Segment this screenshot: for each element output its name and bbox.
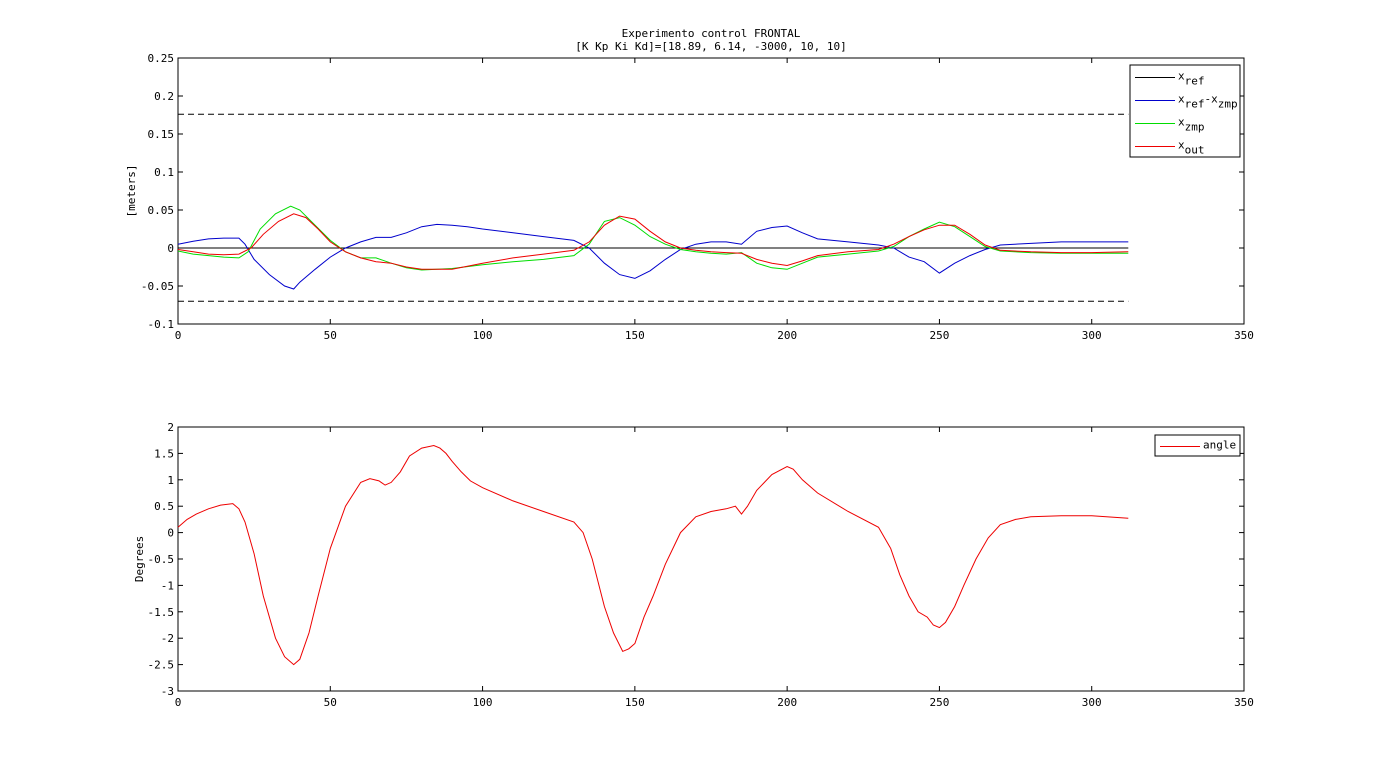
y-tick-label: -0.05: [141, 280, 174, 293]
y-tick-label: -0.5: [148, 553, 175, 566]
y-tick-label: -3: [161, 685, 174, 698]
x-tick-label: 200: [777, 696, 797, 709]
series-line-angle: [177, 444, 1129, 666]
x-tick-label: 300: [1082, 329, 1102, 342]
y-tick-label: 0.1: [154, 166, 174, 179]
y-tick-label: -0.1: [148, 318, 175, 331]
x-tick-label: 100: [473, 329, 493, 342]
series-line-x-ref-x-zmp: [177, 223, 1129, 290]
x-tick-label: 50: [324, 696, 337, 709]
y-axis-label: Degrees: [133, 536, 146, 582]
y-tick-label: -2: [161, 632, 174, 645]
chart-title-line2: [K Kp Ki Kd]=[18.89, 6.14, -3000, 10, 10…: [575, 40, 847, 53]
legend-label: xref: [1178, 70, 1205, 88]
y-tick-label: 0: [167, 242, 174, 255]
legend-box: [1154, 434, 1241, 457]
legend-label: angle: [1203, 439, 1236, 452]
x-tick-label: 150: [625, 329, 645, 342]
y-tick-label: -1: [161, 579, 174, 592]
x-tick-label: 0: [175, 329, 182, 342]
y-tick-label: 2: [167, 421, 174, 434]
legend-box: [1129, 64, 1241, 158]
legend-label: xref-xzmp: [1178, 93, 1238, 111]
y-tick-label: 1: [167, 474, 174, 487]
x-tick-label: 300: [1082, 696, 1102, 709]
series-line-x-zmp: [177, 205, 1129, 271]
x-tick-label: 350: [1234, 696, 1254, 709]
plot-area-frame: [177, 57, 1245, 325]
legend-label: xzmp: [1178, 116, 1205, 134]
x-tick-label: 200: [777, 329, 797, 342]
chart-title-line1: Experimento control FRONTAL: [622, 27, 801, 40]
top-plot-meters: 0 50 100 150 200 250 300 350 -0.1 -0.05 0 0.05 0.1 0.…: [125, 52, 1254, 342]
y-tick-label: 0.25: [148, 52, 175, 65]
y-tick-label: 0.2: [154, 90, 174, 103]
bottom-plot-degrees: 0 50 100 150 200 250 300 350 -3 -2.5 -2 -1.5 -1 -0.5 0…: [133, 421, 1254, 709]
x-tick-label: 250: [929, 329, 949, 342]
legend-label: xout: [1178, 139, 1205, 157]
x-tick-label: 350: [1234, 329, 1254, 342]
series-line-x-out: [177, 213, 1129, 270]
y-tick-label: 0.5: [154, 500, 174, 513]
y-tick-label: 0.15: [148, 128, 175, 141]
y-tick-label: -1.5: [148, 606, 175, 619]
x-tick-label: 0: [175, 696, 182, 709]
x-tick-label: 50: [324, 329, 337, 342]
y-axis-label: [meters]: [125, 165, 138, 218]
plot-area-frame: [177, 426, 1245, 692]
x-tick-label: 150: [625, 696, 645, 709]
y-tick-label: 0: [167, 527, 174, 540]
x-tick-label: 100: [473, 696, 493, 709]
x-tick-label: 250: [929, 696, 949, 709]
y-tick-label: 0.05: [148, 204, 175, 217]
y-tick-label: -2.5: [148, 659, 175, 672]
y-tick-label: 1.5: [154, 447, 174, 460]
